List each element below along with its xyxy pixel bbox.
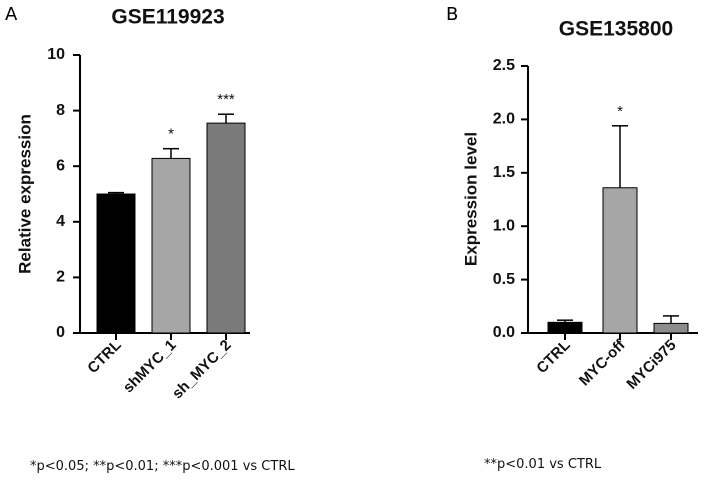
panel-a-category-label: CTRL <box>84 337 124 377</box>
panel-a-y-axis-label: Relative expression <box>15 114 34 274</box>
panel-b-y-tick-label: 0.0 <box>493 324 515 341</box>
panel-a-significance-mark: * <box>168 126 174 143</box>
panel-b-significance-mark: * <box>617 103 623 120</box>
panel-b-y-tick-label: 1.5 <box>493 164 515 181</box>
panel-a-bar-3 <box>206 122 246 334</box>
panel-b-y-tick-label: 2.5 <box>493 57 515 74</box>
panel-a-label: A <box>5 4 18 25</box>
panel-a-category-label: sh_MYC_2 <box>169 337 235 403</box>
panel-a-y-tick-label: 10 <box>47 46 65 63</box>
panel-a-y-tick-label: 6 <box>56 157 65 174</box>
panel-b-bar-2 <box>602 187 638 334</box>
panel-a-title: GSE119923 <box>111 6 224 29</box>
panel-b-category-label: CTRL <box>533 337 573 377</box>
panel-b-y-axis-label: Expression level <box>461 132 480 266</box>
panel-b-y-tick-label: 2.0 <box>493 111 515 128</box>
panel-b-category-label: MYCi975 <box>623 337 679 393</box>
panel-b-footnote: **p<0.01 vs CTRL <box>484 457 602 472</box>
panel-b-bar-3 <box>653 322 689 334</box>
panel-b-y-tick-label: 0.5 <box>493 271 515 288</box>
panel-a-y-tick-label: 0 <box>56 324 65 341</box>
panel-a-significance-mark: *** <box>217 91 235 108</box>
panel-a-bar-1 <box>96 193 136 334</box>
panel-a-y-tick-label: 2 <box>56 269 65 286</box>
panel-b-title: GSE135800 <box>559 18 673 41</box>
panel-a-bar-2 <box>151 157 191 334</box>
panel-b-bar-1 <box>547 321 583 334</box>
panel-b-category-label: MYC-off <box>576 336 629 389</box>
panel-b-label: B <box>446 4 459 25</box>
panel-a-y-tick-label: 4 <box>56 213 65 230</box>
panel-a-y-tick-label: 8 <box>56 102 65 119</box>
panel-b-y-tick-label: 1.0 <box>493 217 515 234</box>
panel-a-footnote: *p<0.05; **p<0.01; ***p<0.001 vs CTRL <box>30 459 295 474</box>
